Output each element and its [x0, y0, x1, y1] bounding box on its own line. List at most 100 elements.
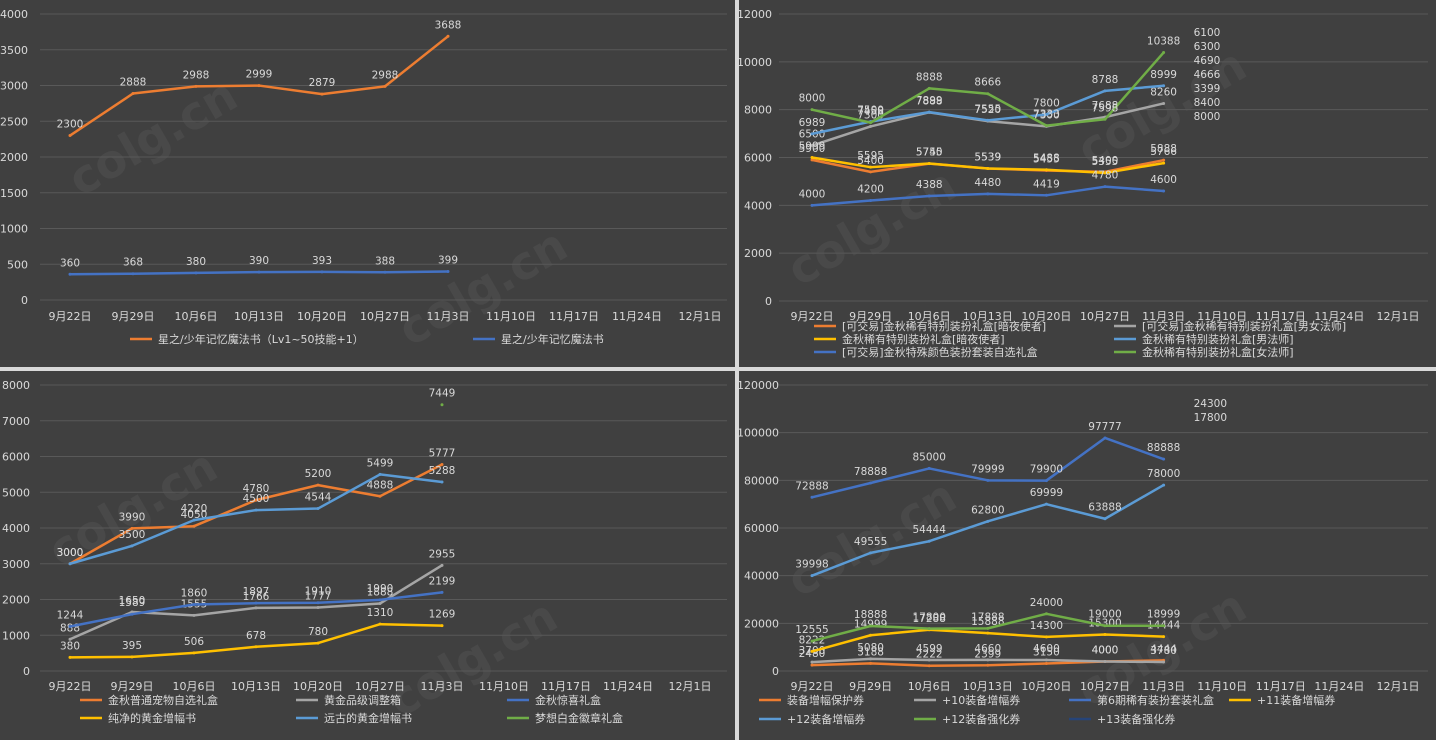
data-label: 360 — [60, 257, 80, 269]
legend-label: [可交易]金秋稀有特别装扮礼盒[男女法师] — [1142, 319, 1346, 333]
legend-label: 装备增幅保护券 — [787, 693, 864, 707]
data-label-extra: 8400 — [1194, 97, 1221, 109]
data-label: 5888 — [1150, 143, 1177, 155]
data-label: 62800 — [971, 504, 1004, 516]
data-point — [986, 519, 990, 523]
data-point — [192, 651, 196, 655]
y-tick-label: 2000 — [744, 247, 772, 260]
data-label: 1244 — [57, 610, 84, 622]
data-label: 2399 — [974, 648, 1001, 660]
data-point — [1044, 658, 1048, 662]
data-label: 395 — [122, 640, 142, 652]
data-label: 3000 — [57, 547, 84, 559]
legend-label: 金秋惊喜礼盒 — [535, 693, 601, 707]
data-label: 5595 — [857, 150, 884, 162]
x-tick-label: 12月1日 — [1377, 680, 1420, 693]
y-tick-label: 3000 — [0, 80, 28, 93]
x-tick-label: 9月22日 — [49, 680, 92, 693]
data-label: 2955 — [429, 548, 456, 560]
data-label: 4480 — [974, 177, 1001, 189]
data-point — [378, 494, 382, 498]
data-label: 3990 — [119, 511, 146, 523]
legend-label: [可交易]金秋稀有特别装扮礼盒[暗夜使者] — [842, 319, 1046, 333]
data-label-extra: 6100 — [1194, 27, 1221, 39]
x-tick-label: 10月6日 — [175, 310, 218, 323]
y-tick-label: 8000 — [744, 104, 772, 117]
data-label: 8000 — [799, 93, 826, 105]
legend-label: 星之/少年记忆魔法书 — [501, 332, 604, 346]
data-label: 78000 — [1147, 468, 1180, 480]
legend-label: 金秋稀有特别装扮礼盒[男法师] — [1142, 332, 1294, 346]
data-point — [986, 478, 990, 482]
data-label: 1269 — [429, 609, 456, 621]
data-label: 4500 — [243, 493, 270, 505]
data-label: 1990 — [367, 583, 394, 595]
y-tick-label: 100000 — [739, 427, 779, 440]
data-label: 7520 — [974, 104, 1001, 116]
data-label: 2988 — [183, 69, 210, 81]
chart-panel-top-left: colg.cn colg.cn 0 500 1000 1500 2000 2500 3000… — [0, 0, 735, 367]
data-label: 4600 — [1033, 643, 1060, 655]
legend-label: +11装备增幅券 — [1257, 693, 1335, 707]
data-point — [869, 624, 873, 628]
data-label: 4000 — [1092, 644, 1119, 656]
data-point — [810, 574, 814, 578]
y-tick-label: 1500 — [0, 187, 28, 200]
data-label: 1860 — [181, 588, 208, 600]
data-label: 4599 — [916, 643, 943, 655]
data-label: 24000 — [1030, 597, 1063, 609]
data-label: 2300 — [57, 119, 84, 131]
legend-label: +12装备强化券 — [942, 712, 1020, 726]
x-tick-label: 10月6日 — [173, 680, 216, 693]
data-label: 1589 — [119, 597, 146, 609]
x-tick-label: 9月29日 — [111, 680, 154, 693]
data-point — [810, 639, 814, 643]
data-label: 79900 — [1030, 464, 1063, 476]
y-tick-label: 2000 — [0, 151, 28, 164]
data-point — [440, 624, 444, 628]
legend-label: 金秋稀有特别装扮礼盒[女法师] — [1142, 345, 1294, 359]
data-point — [869, 165, 873, 169]
data-point — [810, 108, 814, 112]
x-tick-label: 11月17日 — [1256, 310, 1306, 323]
data-label: 5539 — [974, 152, 1001, 164]
data-point — [254, 508, 258, 512]
data-label: 7500 — [857, 105, 884, 117]
data-label: 88888 — [1147, 442, 1180, 454]
chart-panel-top-right: colg.cn colg.cn 0 2000 4000 6000 8000 10000 12… — [739, 0, 1436, 367]
chart-panel-bottom-right: colg.cn colg.cn 0 20000 40000 60000 80000 100… — [739, 371, 1436, 740]
data-label: 7899 — [916, 95, 943, 107]
data-point — [320, 270, 324, 274]
data-label: 4000 — [1092, 644, 1119, 656]
data-point — [986, 167, 990, 171]
data-point — [378, 472, 382, 476]
data-label: 8888 — [916, 71, 943, 83]
data-point — [68, 655, 72, 659]
data-label: 19000 — [1088, 609, 1121, 621]
legend-label: 第6期稀有装扮套装礼盒 — [1097, 693, 1214, 707]
data-point — [1162, 660, 1166, 664]
data-point — [869, 124, 873, 128]
data-point — [1103, 436, 1107, 440]
data-point — [869, 121, 873, 125]
y-tick-label: 7000 — [2, 415, 30, 428]
data-label: 5777 — [429, 447, 456, 459]
y-tick-label: 4000 — [2, 522, 30, 535]
data-point — [440, 480, 444, 484]
data-point — [927, 86, 931, 90]
data-label: 1650 — [119, 595, 146, 607]
data-point — [1044, 502, 1048, 506]
data-point — [869, 633, 873, 637]
legend-label: 金秋稀有特别装扮礼盒[暗夜使者] — [842, 332, 1005, 346]
x-tick-label: 12月1日 — [669, 680, 712, 693]
data-point — [316, 601, 320, 605]
data-point — [927, 627, 931, 631]
data-label: 4544 — [305, 492, 332, 504]
data-label: 678 — [246, 630, 266, 642]
data-label: 368 — [123, 257, 143, 269]
data-label-extra: 8000 — [1194, 111, 1221, 123]
x-tick-label: 10月20日 — [293, 680, 343, 693]
data-label: 5766 — [1150, 146, 1177, 158]
x-tick-label: 11月10日 — [486, 310, 536, 323]
x-tick-label: 11月10日 — [479, 680, 529, 693]
